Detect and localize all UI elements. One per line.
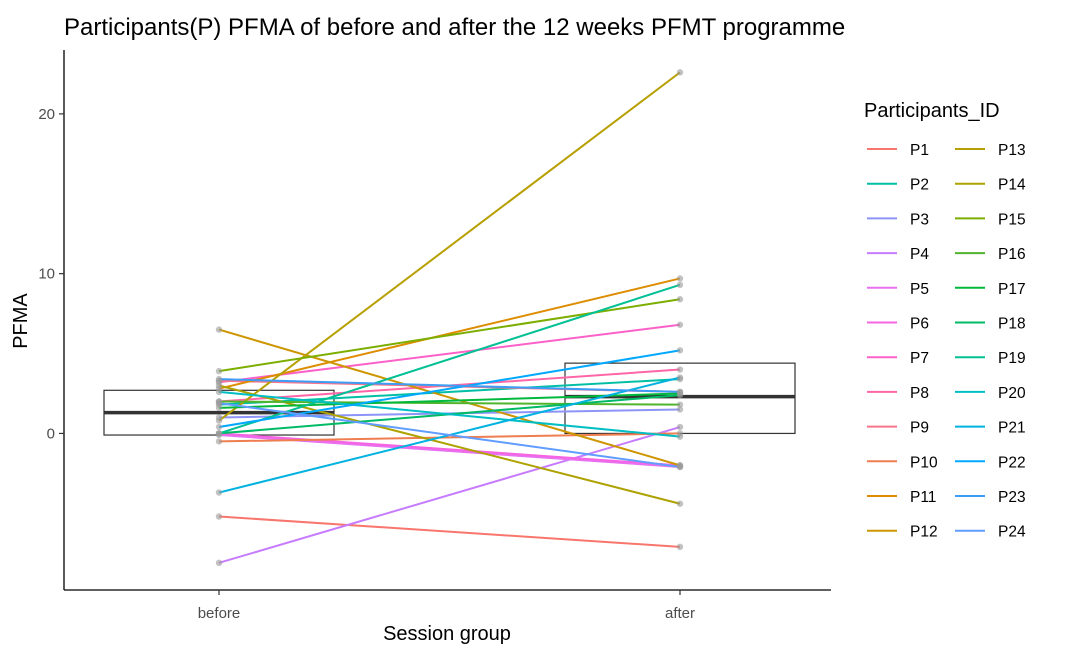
legend-label-p19: P19 [998,350,1026,367]
y-tick-label: 10 [38,266,55,283]
x-tick-label: after [665,605,695,622]
legend-label-p16: P16 [998,246,1026,263]
y-axis-title: PFMA [10,293,32,349]
plot-area: 0 10 20 before after [38,50,831,622]
legend-title: Participants_ID [864,100,1000,122]
series-line-p1 [218,515,681,548]
legend-label-p4: P4 [910,246,929,263]
data-point-p4-after [676,423,684,431]
data-point-p7-after [676,321,684,328]
data-point-p3-after [676,406,684,413]
series-line-p15 [218,298,681,373]
data-point-p13-after [676,69,684,76]
data-point-p17-before [215,404,223,412]
series-line-p7 [218,323,681,384]
data-point-p14-after [676,500,684,507]
data-point-p20-before [215,388,223,396]
series-line-p2 [218,378,681,406]
series-line-p16 [218,400,681,406]
legend-label-p17: P17 [998,281,1026,298]
data-point-p23-before [215,375,223,383]
legend-label-p21: P21 [998,420,1026,437]
data-point-p8-after [676,366,684,373]
data-point-p16-after [676,401,684,408]
legend-label-p15: P15 [998,211,1026,228]
legend-label-p23: P23 [998,489,1026,506]
legend-label-p8: P8 [910,385,929,402]
legend-label-p1: P1 [910,142,929,159]
legend-label-p7: P7 [910,350,929,367]
data-point-p13-before [215,417,223,424]
y-tick-label: 0 [47,425,55,442]
x-axis-title: Session group [383,623,511,645]
data-point-p15-after [676,296,684,303]
x-tick-label: before [198,605,241,622]
legend-label-p9: P9 [910,420,929,437]
series-line-p11 [218,277,681,390]
series-line-p23 [218,378,681,393]
legend-label-p2: P2 [910,177,929,194]
data-point-p22-after [676,347,684,354]
data-point-p12-before [215,326,223,333]
legend-label-p22: P22 [998,454,1026,471]
data-point-p23-after [676,388,684,396]
legend-label-p18: P18 [998,316,1026,333]
data-point-p20-after [676,433,684,440]
data-point-p22-before [215,423,223,431]
legend-label-p24: P24 [998,524,1026,541]
series-line-p20 [218,390,681,438]
series-line-p4 [218,426,681,564]
series-line-p12 [218,328,681,467]
data-point-p1-before [215,513,223,520]
data-point-p1-after [676,543,684,551]
data-point-p19-after [676,281,684,289]
series-line-p19 [218,283,681,435]
legend-label-p20: P20 [998,385,1026,402]
legend-label-p10: P10 [910,454,938,471]
data-point-p21-before [215,489,223,496]
data-point-p10-before [215,438,223,445]
data-point-p24-after [676,463,684,471]
legend-label-p14: P14 [998,177,1026,194]
series-line-p10 [218,432,681,443]
legend-label-p11: P11 [910,489,936,506]
y-tick-label: 20 [38,106,55,123]
legend-label-p6: P6 [910,316,929,333]
legend: Participants_ID P1 P2 P3 P4 P5 P6 P7 P8 P9 P10 P11 P… [864,100,1026,541]
data-point-p21-after [676,374,684,381]
series-line-p13 [218,71,681,422]
data-point-p24-before [215,399,223,407]
chart-title: Participants(P) PFMA of before and after… [64,14,845,41]
legend-label-p13: P13 [998,142,1026,159]
legend-label-p3: P3 [910,211,929,228]
data-point-p15-before [215,367,223,375]
series-line-p6 [218,432,681,467]
data-point-p19-before [215,430,223,437]
data-point-p14-before [215,382,223,389]
series-line-p24 [218,402,681,468]
legend-label-p12: P12 [910,524,938,541]
legend-label-p5: P5 [910,281,929,298]
data-point-p4-before [215,559,223,567]
data-point-p11-after [676,275,684,282]
